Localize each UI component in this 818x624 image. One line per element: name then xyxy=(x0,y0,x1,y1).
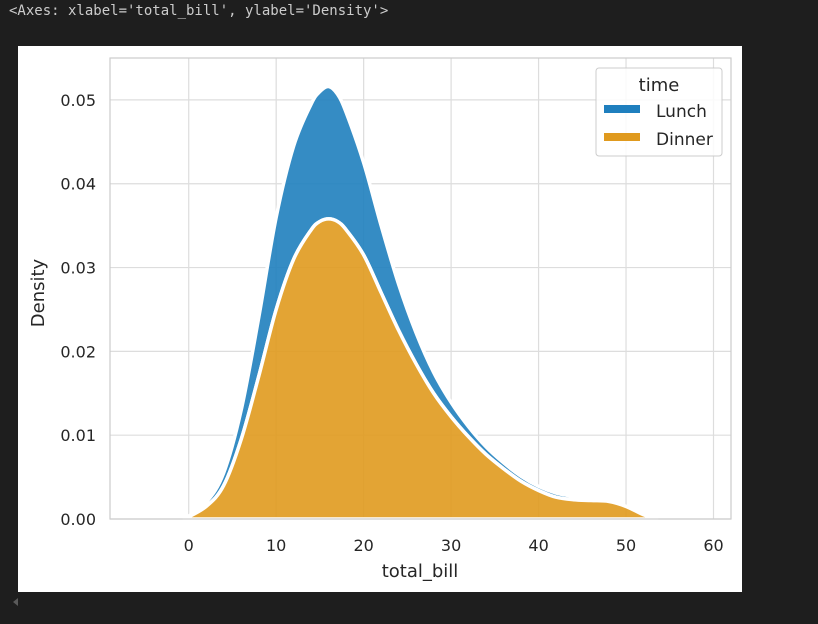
scroll-left-arrow-icon[interactable] xyxy=(13,598,18,606)
y-axis-label: Density xyxy=(28,258,49,327)
x-tick-label: 20 xyxy=(353,536,373,555)
x-axis-label: total_bill xyxy=(382,561,459,582)
y-tick-label: 0.02 xyxy=(60,342,96,361)
legend-label-lunch: Lunch xyxy=(656,102,707,122)
legend-label-dinner: Dinner xyxy=(656,130,713,150)
legend: time Lunch Dinner xyxy=(595,67,723,157)
plot-frame xyxy=(109,57,732,520)
x-tick-label: 40 xyxy=(528,536,548,555)
legend-swatch-lunch xyxy=(604,105,640,113)
x-tick-label: 10 xyxy=(266,536,286,555)
y-tick-labels: 0.00 0.01 0.02 0.03 0.04 0.05 xyxy=(60,91,96,529)
y-tick-label: 0.01 xyxy=(60,426,96,445)
kde-chart: 0 10 20 30 40 50 60 0.00 0.01 0.02 0.03 0.04 0.05 t… xyxy=(28,57,732,582)
chart-figure: 0 10 20 30 40 50 60 0.00 0.01 0.02 0.03 0.04 0.05 t… xyxy=(18,46,742,592)
cell-output-text: <Axes: xlabel='total_bill', ylabel='Dens… xyxy=(9,3,389,19)
x-tick-label: 50 xyxy=(616,536,636,555)
y-tick-label: 0.05 xyxy=(60,91,96,110)
y-tick-label: 0.04 xyxy=(60,175,96,194)
legend-title: time xyxy=(639,75,680,96)
y-tick-label: 0.03 xyxy=(60,259,96,278)
x-tick-labels: 0 10 20 30 40 50 60 xyxy=(184,536,724,555)
y-tick-label: 0.00 xyxy=(60,510,96,529)
x-tick-label: 30 xyxy=(441,536,461,555)
x-tick-label: 60 xyxy=(703,536,723,555)
x-tick-label: 0 xyxy=(184,536,194,555)
legend-swatch-dinner xyxy=(604,133,640,141)
